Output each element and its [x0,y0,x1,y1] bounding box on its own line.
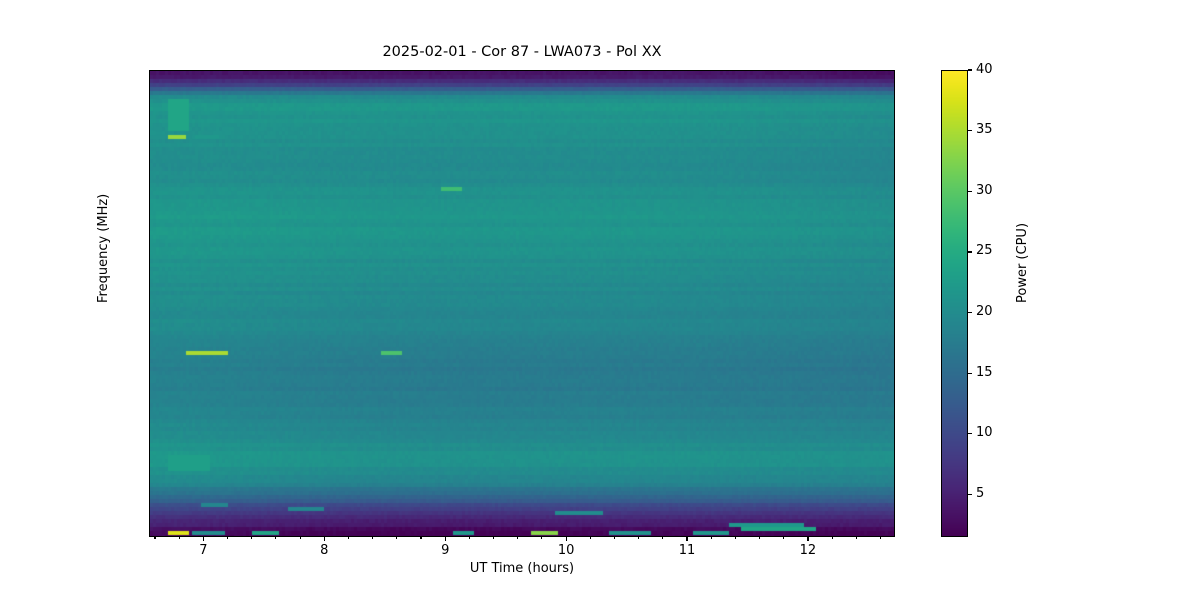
x-tick-label: 12 [799,543,817,558]
x-tick-minor [855,537,857,540]
y-axis-label: Frequency (MHz) [96,193,111,303]
x-tick-mark [565,537,567,541]
colorbar-tick-mark [968,493,972,496]
x-tick-label: 8 [320,543,329,558]
x-tick-minor [154,537,156,540]
colorbar-tick-label: 35 [976,122,993,138]
x-tick-minor [783,537,785,540]
spectrogram-axes[interactable] [149,70,895,537]
x-tick-minor [178,537,180,540]
x-tick-minor [347,537,350,540]
x-axis-label: UT Time (hours) [469,561,575,576]
x-tick-minor [275,537,277,540]
colorbar-tick-mark [968,372,972,374]
page-title: 2025-02-01 - Cor 87 - LWA073 - Pol XX [382,44,662,60]
x-tick-mark [444,537,446,541]
x-tick-minor [662,537,664,540]
x-tick-mark [807,537,809,541]
x-tick-minor [638,537,640,540]
colorbar-tick-mark [968,312,972,314]
x-tick-minor [541,537,543,540]
colorbar-tick-label: 5 [976,486,985,502]
x-tick-minor [372,537,374,540]
x-tick-minor [396,537,398,540]
x-tick-minor [493,537,495,540]
x-tick-minor [613,537,616,540]
colorbar-tick-label: 10 [976,425,993,441]
x-tick-minor [299,537,301,540]
x-tick-minor [251,537,253,540]
colorbar-tick-label: 25 [976,243,993,259]
colorbar-tick-mark [968,130,972,132]
x-tick-minor [879,537,882,540]
x-tick-label: 10 [557,543,575,558]
x-tick-minor [227,537,229,540]
spectrogram-image [150,71,894,536]
x-tick-mark [686,537,688,541]
x-tick-label: 7 [199,543,208,558]
x-tick-label: 11 [678,543,696,558]
x-tick-minor [517,537,519,540]
colorbar-tick-label: 15 [976,364,993,380]
x-tick-minor [734,537,736,540]
colorbar-tick-mark [968,433,972,435]
x-tick-minor [710,537,712,540]
colorbar-tick-mark [968,69,972,71]
colorbar-tick-mark [968,251,972,253]
x-tick-label: 9 [441,543,450,558]
x-tick-minor [589,537,591,540]
colorbar-label: Power (CPU) [1015,222,1030,303]
colorbar[interactable] [941,70,968,537]
x-tick-minor [759,537,761,540]
x-tick-minor [831,537,833,540]
x-tick-minor [468,537,470,540]
colorbar-tick-mark [968,190,972,192]
colorbar-tick-label: 20 [976,304,993,320]
colorbar-tick-label: 30 [976,182,993,198]
colorbar-gradient-image [942,71,967,536]
x-tick-mark [323,537,325,541]
colorbar-tick-label: 40 [976,61,993,77]
x-tick-minor [420,537,422,540]
x-tick-mark [202,537,204,541]
